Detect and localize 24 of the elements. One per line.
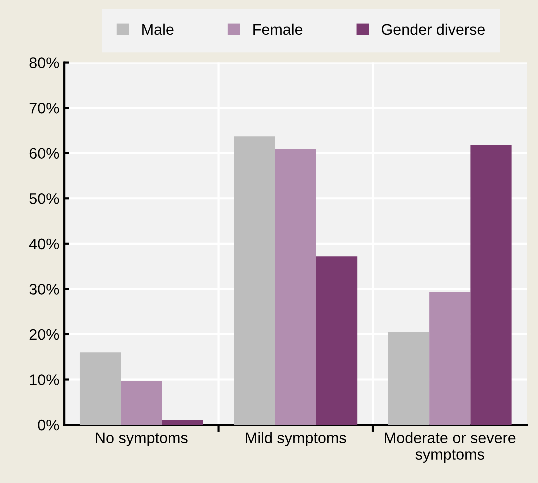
bar xyxy=(121,381,162,426)
y-tick-label: 80% xyxy=(30,58,60,68)
y-tick-label: 20% xyxy=(30,329,60,340)
bar xyxy=(80,352,122,426)
x-tick-label: Moderate or severe symptoms xyxy=(385,432,516,463)
y-tick-label: 60% xyxy=(30,148,60,160)
bar xyxy=(470,145,512,426)
bar xyxy=(162,420,204,426)
legend-label: Male xyxy=(142,24,174,36)
y-tick-label: 10% xyxy=(30,374,60,386)
y-tick-label: 0% xyxy=(38,420,60,431)
bar xyxy=(316,256,358,426)
y-tick-label: 50% xyxy=(30,194,60,204)
x-tick-label: Mild symptoms xyxy=(246,432,346,447)
legend-label: Gender diverse xyxy=(382,24,485,36)
x-tick-label: No symptoms xyxy=(96,432,188,447)
bar xyxy=(430,292,471,426)
bar xyxy=(388,332,430,426)
y-tick-label: 30% xyxy=(30,284,60,295)
y-tick-label: 40% xyxy=(29,238,60,250)
y-tick-label: 70% xyxy=(30,102,60,114)
bar xyxy=(275,149,316,426)
legend-label: Female xyxy=(254,24,303,36)
bar xyxy=(234,136,276,426)
